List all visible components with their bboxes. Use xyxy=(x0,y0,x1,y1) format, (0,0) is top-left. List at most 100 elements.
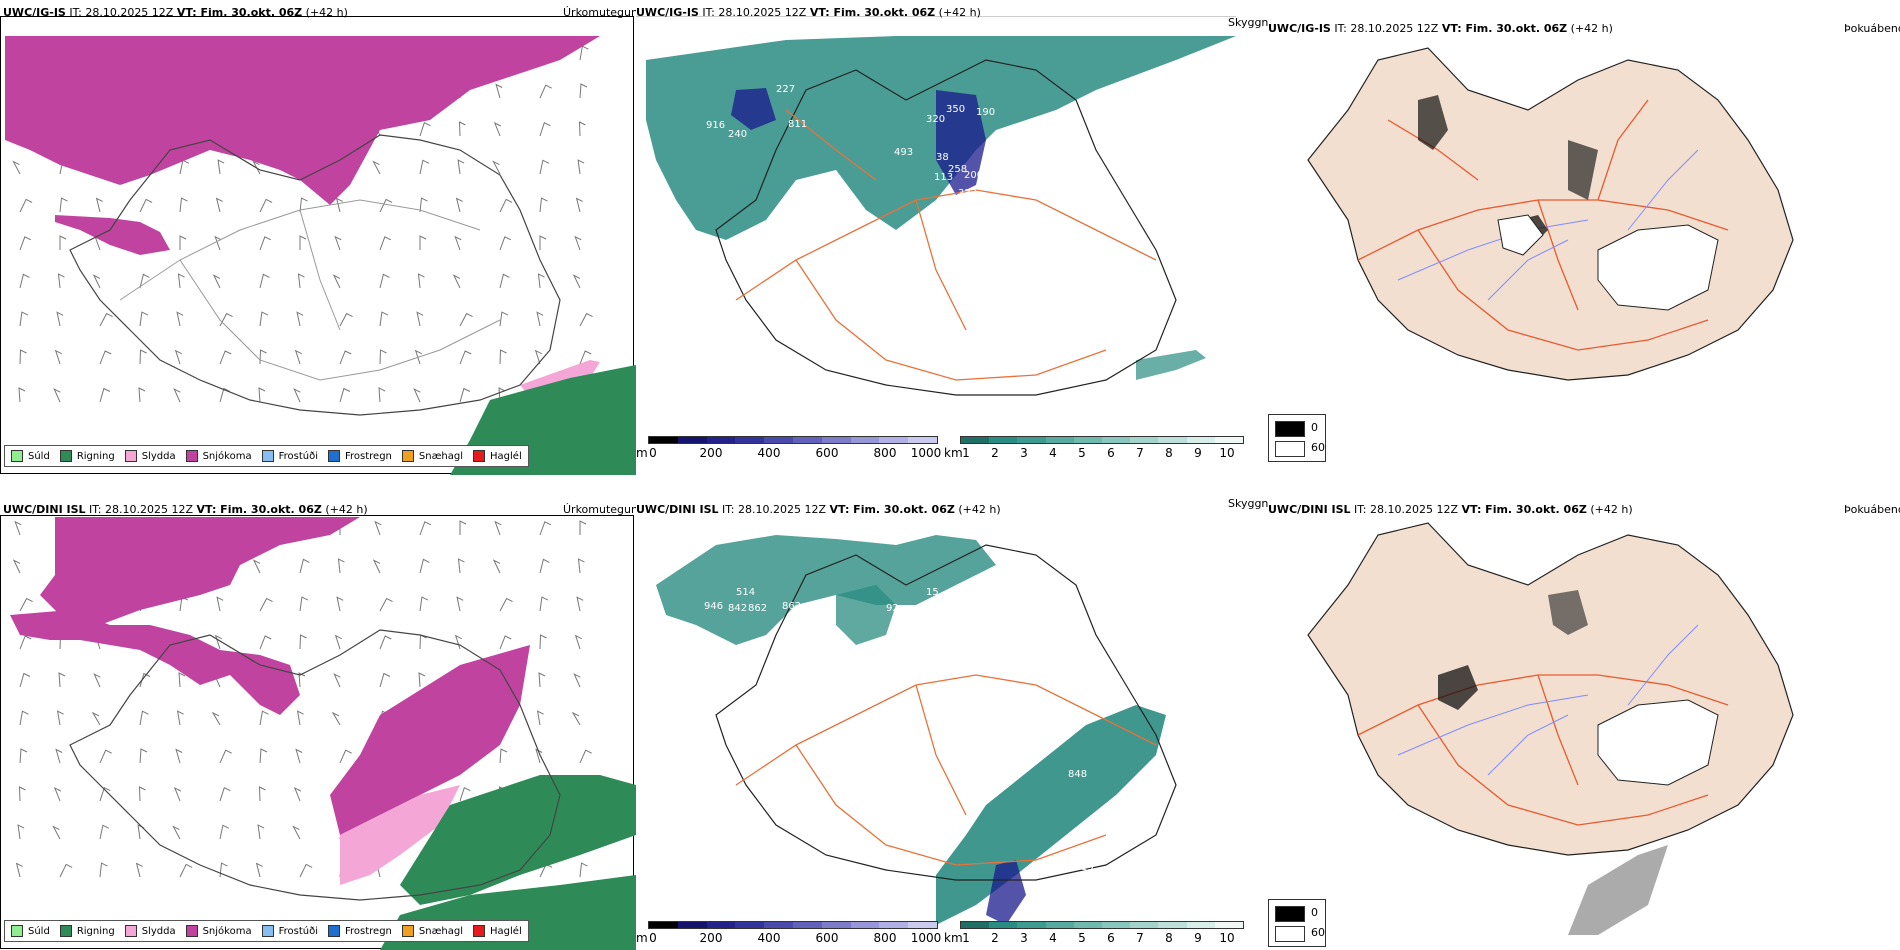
rain-area xyxy=(400,775,636,905)
height-colorbar: m 0 200 400 600 800 1000 xyxy=(636,921,941,949)
visibility-tick: 6 xyxy=(1107,446,1115,460)
wind-barb xyxy=(499,198,513,213)
snow-area xyxy=(40,517,360,625)
road-network xyxy=(1357,674,1729,826)
wind-barb xyxy=(577,558,585,574)
wind-barb xyxy=(419,596,429,612)
wind-barb xyxy=(379,672,391,688)
height-tick: 200 xyxy=(699,446,723,460)
wind-barb xyxy=(458,121,466,137)
wind-barb xyxy=(419,159,430,175)
legend-label: Rigning xyxy=(76,925,115,937)
wind-barb xyxy=(19,273,30,289)
legend-item: Snæhagl xyxy=(401,925,464,937)
wind-barb xyxy=(139,273,150,289)
wind-barb xyxy=(139,710,149,726)
wind-barb xyxy=(379,597,393,612)
teal-area xyxy=(936,705,1166,925)
wind-barb xyxy=(258,387,266,403)
visibility-tick: 4 xyxy=(1049,931,1057,945)
wind-barb xyxy=(19,349,27,365)
visibility-tick: 9 xyxy=(1194,446,1202,460)
wind-barb xyxy=(574,634,582,650)
wind-barb xyxy=(579,862,588,878)
peak-label: 946 xyxy=(704,601,723,612)
navy-area xyxy=(986,860,1026,925)
wind-barb xyxy=(298,672,306,688)
legend-label: Súld xyxy=(28,925,50,937)
wind-barb xyxy=(19,198,33,213)
panel-title: Skyggni xyxy=(1228,497,1268,510)
peak-label: 113 xyxy=(1034,907,1053,918)
teal-area xyxy=(1136,350,1206,380)
legend-swatch xyxy=(401,450,414,462)
iceland-outline xyxy=(715,544,1177,881)
teal-area xyxy=(836,585,896,645)
legend-swatch xyxy=(124,450,137,462)
height-unit: m xyxy=(636,446,648,460)
legend-swatch xyxy=(185,450,198,462)
fog-white xyxy=(1597,699,1719,786)
wind-barb xyxy=(258,786,266,802)
legend-swatch xyxy=(185,925,198,937)
wind-barb xyxy=(372,160,381,175)
wind-barb xyxy=(52,825,61,840)
lead-time: (+42 h) xyxy=(305,6,348,19)
wind-barb xyxy=(58,672,66,688)
wind-barb xyxy=(494,520,502,536)
navy-area xyxy=(731,88,776,130)
wind-barb xyxy=(575,197,583,213)
legend-label: Snjókoma xyxy=(202,925,252,937)
wind-barb xyxy=(495,83,503,99)
wind-barb xyxy=(454,235,462,251)
peak-label: 113 xyxy=(934,172,953,183)
iceland-outline xyxy=(69,629,561,901)
legend-label: Snæhagl xyxy=(418,925,464,937)
iceland-land xyxy=(1307,47,1794,381)
legend-item: Súld xyxy=(11,925,50,937)
legend-swatch xyxy=(11,925,23,937)
wind-barb xyxy=(334,235,342,251)
wind-barb xyxy=(576,596,584,612)
wind-barb xyxy=(499,748,508,764)
road-network xyxy=(1357,99,1729,351)
peak-label: 227 xyxy=(776,84,795,95)
map-frame xyxy=(636,16,1236,17)
fog-high xyxy=(1548,590,1588,635)
wind-barb xyxy=(492,559,501,574)
wind-barb xyxy=(219,350,232,365)
wind-barb xyxy=(299,863,313,878)
wind-barb xyxy=(414,349,422,365)
river-network xyxy=(1397,624,1699,776)
fog-map xyxy=(1307,522,1794,935)
wind-barb xyxy=(137,824,145,840)
peak-label: 200 xyxy=(964,170,983,181)
model-name: UWC/IG-IS xyxy=(1268,22,1331,35)
it-value: 28.10.2025 12Z xyxy=(1370,503,1459,516)
peak-label: 19 xyxy=(1081,862,1094,873)
legend-swatch xyxy=(124,925,137,937)
legend-item: Slydda xyxy=(124,450,176,462)
model-name: UWC/IG-IS xyxy=(636,6,699,19)
legend-item: Haglél xyxy=(473,450,522,462)
it-label: IT: xyxy=(69,6,82,19)
height-colorbar: m 0 200 400 600 800 1000 xyxy=(636,436,941,464)
wind-barb xyxy=(336,596,344,612)
wind-barb xyxy=(259,198,273,213)
legend-label: Súld xyxy=(28,450,50,462)
legend-item: Súld xyxy=(11,450,50,462)
snow-area xyxy=(5,36,600,205)
legend-swatch xyxy=(59,450,72,462)
wind-barb xyxy=(539,121,551,137)
wind-barb xyxy=(573,673,581,688)
visibility-colorbar: km 1 2 3 4 5 6 7 8 9 10 xyxy=(944,921,1244,949)
wind-barb xyxy=(99,387,111,403)
it-value: 28.10.2025 12Z xyxy=(718,6,807,19)
visibility-tick: 2 xyxy=(991,446,999,460)
wind-barb xyxy=(459,786,471,802)
height-colorbar-gradient xyxy=(648,921,938,929)
forecast-row-ig-is: UWC/IG-IS IT: 28.10.2025 12Z VT: Fim. 30… xyxy=(0,6,1900,475)
panel-title: Þokuábendi xyxy=(1844,503,1900,516)
wind-barb xyxy=(539,197,548,213)
road-network xyxy=(735,674,1157,866)
